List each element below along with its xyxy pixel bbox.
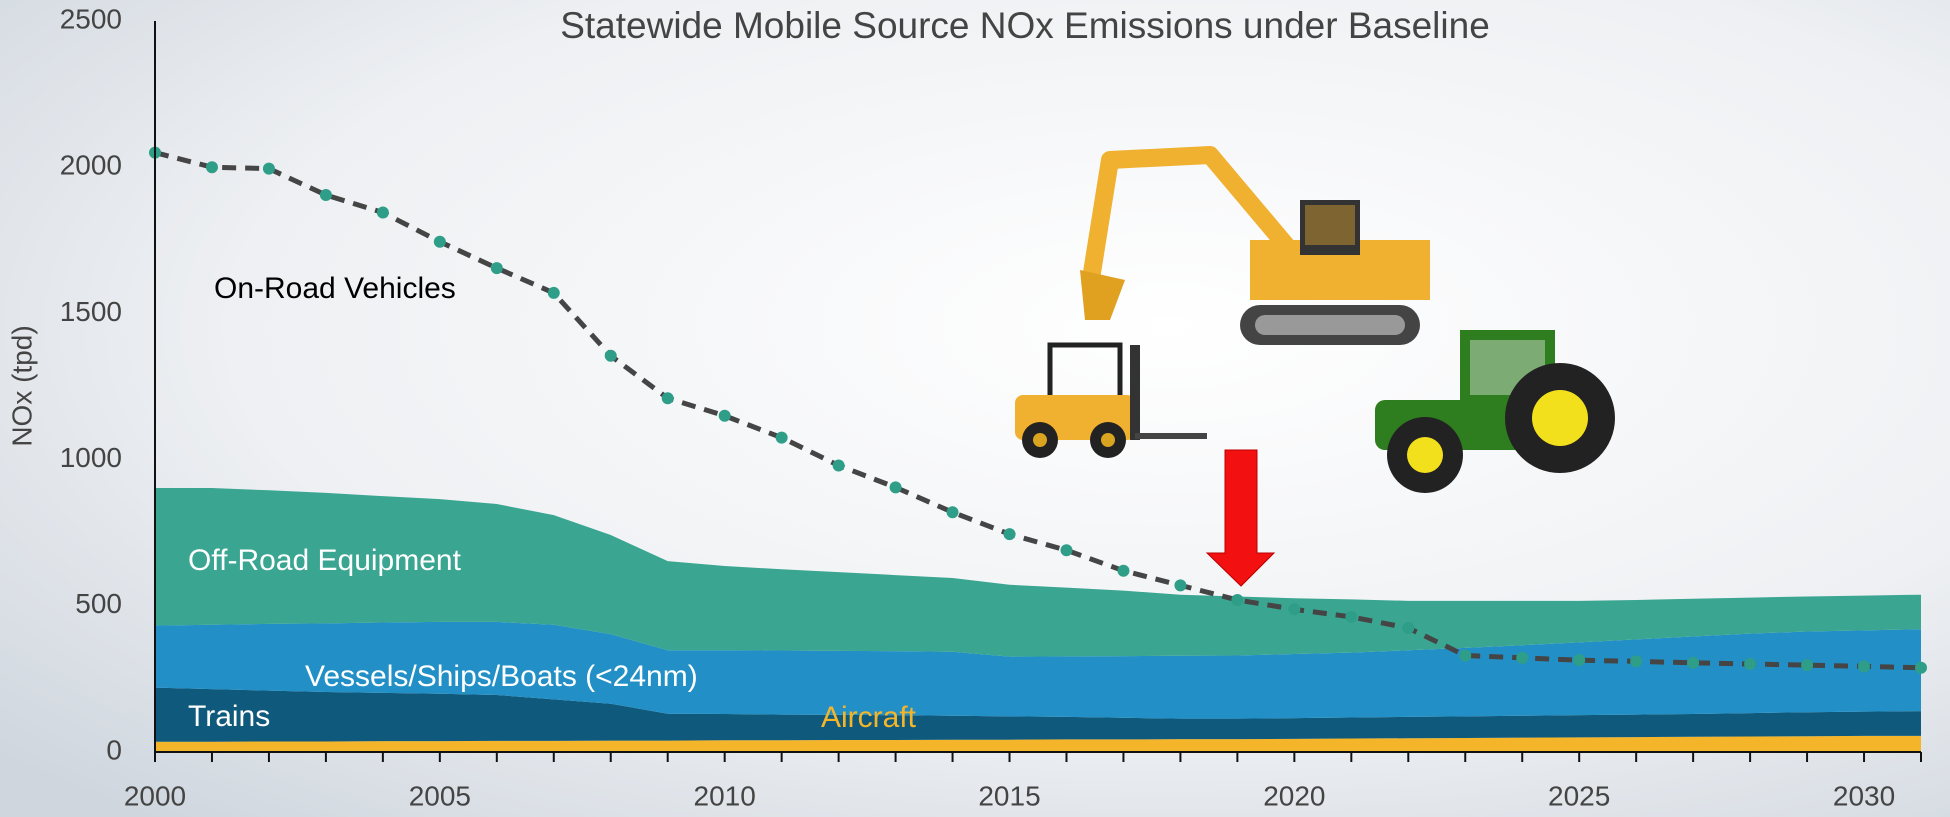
y-tick-label: 1500	[60, 296, 122, 327]
x-tick-label: 2030	[1833, 780, 1895, 811]
y-tick-label: 1000	[60, 442, 122, 473]
x-tick-label: 2000	[124, 780, 186, 811]
line-marker	[1858, 660, 1871, 673]
excavator-illustration	[1080, 146, 1430, 345]
line-marker	[433, 235, 446, 248]
line-marker	[661, 392, 674, 405]
forklift-illustration	[1015, 342, 1207, 458]
series-label: Vessels/Ships/Boats (<24nm)	[305, 660, 698, 693]
line-marker	[1288, 603, 1301, 616]
line-marker	[547, 286, 560, 299]
stacked-area	[155, 621, 1921, 719]
line-marker	[1516, 651, 1529, 664]
stacked-area	[155, 735, 1921, 752]
line-marker	[775, 431, 788, 444]
line-marker	[205, 161, 218, 174]
line-marker	[319, 188, 332, 201]
line-marker	[1117, 564, 1130, 577]
line-marker	[1174, 579, 1187, 592]
line-marker	[604, 349, 617, 362]
plot-area: Aircraft Trains Vessels/Ships/Boats (<24nm…	[60, 3, 1927, 811]
line-marker	[1801, 659, 1814, 672]
reduction-arrow	[1205, 449, 1276, 587]
x-tick-label: 2005	[409, 780, 471, 811]
series-label: Off-Road Equipment	[188, 544, 462, 577]
line-marker	[1345, 610, 1358, 623]
line-marker	[1003, 528, 1016, 541]
line-marker	[1687, 656, 1700, 669]
line-marker	[490, 262, 503, 275]
line-marker	[1915, 661, 1927, 674]
series-label: Aircraft	[821, 701, 917, 734]
line-marker	[889, 481, 902, 494]
line-marker	[1060, 544, 1073, 557]
chart-title: Statewide Mobile Source NOx Emissions un…	[560, 5, 1490, 46]
x-tick-label: 2025	[1548, 780, 1610, 811]
stacked-area	[155, 687, 1921, 742]
y-tick-label: 0	[106, 734, 122, 765]
line-marker	[1231, 593, 1244, 606]
y-tick-label: 500	[75, 588, 122, 619]
line-marker	[376, 206, 389, 219]
line-marker	[262, 162, 275, 175]
line-marker	[1744, 657, 1757, 670]
x-tick-label: 2020	[1263, 780, 1325, 811]
x-tick-label: 2015	[978, 780, 1040, 811]
line	[154, 150, 1922, 671]
line-marker	[1630, 655, 1643, 668]
line-marker	[718, 409, 731, 422]
line-marker	[1402, 622, 1415, 635]
line-marker	[1573, 654, 1586, 667]
line-marker	[1459, 649, 1472, 662]
y-tick-label: 2000	[60, 150, 122, 181]
y-tick-label: 2500	[60, 3, 122, 34]
stacked-area	[155, 487, 1921, 657]
line-marker	[832, 459, 845, 472]
series-label: Trains	[188, 700, 270, 733]
x-tick-label: 2010	[694, 780, 756, 811]
series-label: On-Road Vehicles	[214, 272, 456, 305]
y-axis-label: NOx (tpd)	[6, 325, 37, 446]
tractor-illustration	[1375, 330, 1615, 493]
line-marker	[946, 506, 959, 519]
